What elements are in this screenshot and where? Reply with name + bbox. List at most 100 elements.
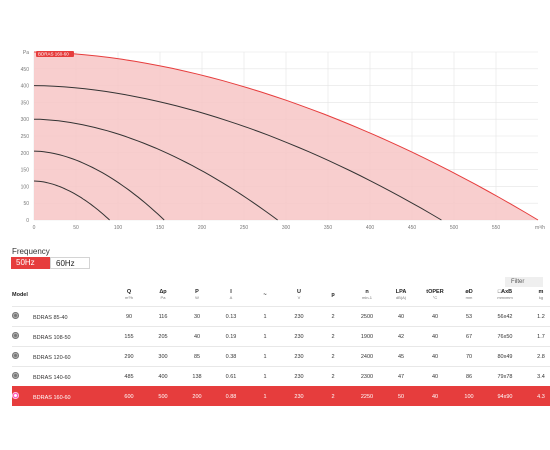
- x-tick-label: 450: [408, 225, 417, 231]
- fan-icon: [12, 392, 19, 399]
- table-cell: 42: [384, 326, 418, 347]
- series-line: [33, 180, 110, 221]
- table-cell: 30: [180, 306, 214, 327]
- column-header-9: LPA dB(A): [384, 284, 418, 307]
- x-axis-label: m³/h: [535, 225, 545, 231]
- table-cell: 2250: [350, 386, 384, 406]
- column-name: □AxB: [497, 289, 513, 295]
- table-row[interactable]: BDRAS 120-60 290 300 85 0.38 1 230 2 2400 45 40 70 8…: [12, 346, 550, 367]
- table-cell: 230: [282, 366, 316, 387]
- y-tick-label: 300: [21, 117, 30, 123]
- table-cell: 1900: [350, 326, 384, 347]
- table-cell: 2500: [350, 306, 384, 327]
- column-name: P: [195, 289, 199, 295]
- table-cell: 40: [418, 386, 452, 406]
- column-name: ~: [263, 292, 267, 298]
- column-header-8: n min-1: [350, 284, 384, 307]
- fan-icon: [12, 352, 19, 359]
- x-tick-label: 0: [33, 225, 36, 231]
- table-cell: 1: [248, 306, 282, 327]
- table-cell: 4.3: [524, 386, 550, 406]
- table-cell: 40: [418, 346, 452, 367]
- table-row[interactable]: BDRAS 108-50 155 205 40 0.19 1 230 2 1900 42 40 67 7…: [12, 326, 550, 347]
- column-header-11: øD mm: [452, 284, 486, 307]
- fan-icon: [12, 332, 19, 339]
- model-name: BDRAS 140-60: [33, 375, 71, 381]
- column-header-10: tOPER °C: [418, 284, 452, 307]
- series-line: [33, 150, 165, 221]
- table-cell: 76x50: [486, 326, 524, 347]
- series-line: [33, 85, 442, 221]
- table-cell: 1: [248, 326, 282, 347]
- column-unit: min-1: [361, 295, 372, 300]
- x-tick-label: 550: [492, 225, 501, 231]
- table-cell: 0.19: [214, 326, 248, 347]
- table-cell: 40: [418, 326, 452, 347]
- table-cell: 90: [112, 306, 146, 327]
- table-cell: 2: [316, 306, 350, 327]
- column-unit: dB(A): [395, 295, 407, 300]
- table-row[interactable]: BDRAS 160-60 600 500 200 0.88 1 230 2 2250 50 40 10…: [12, 386, 550, 406]
- x-tick-label: 200: [198, 225, 207, 231]
- table-cell: 80x49: [486, 346, 524, 367]
- table-cell: 40: [384, 306, 418, 327]
- table-cell: 500: [146, 386, 180, 406]
- table-cell: 230: [282, 346, 316, 367]
- x-tick-label: 50: [73, 225, 79, 231]
- column-name: I: [230, 289, 232, 295]
- model-cell: BDRAS 120-60: [12, 346, 112, 367]
- table-cell: 300: [146, 346, 180, 367]
- table-cell: 230: [282, 386, 316, 406]
- y-tick-label: 400: [21, 84, 30, 90]
- table-cell: 290: [112, 346, 146, 367]
- table-cell: 485: [112, 366, 146, 387]
- y-tick-label: 200: [21, 151, 30, 157]
- column-header-5: ~: [248, 284, 282, 307]
- table-cell: 2.8: [524, 346, 550, 367]
- y-tick-label: 450: [21, 67, 30, 73]
- table-cell: 40: [418, 366, 452, 387]
- column-name: LPA: [395, 289, 407, 295]
- frequency-tabs: 50Hz 60Hz: [11, 257, 90, 269]
- y-tick-label: 150: [21, 168, 30, 174]
- model-cell: BDRAS 85-40: [12, 306, 112, 327]
- table-cell: 230: [282, 326, 316, 347]
- column-header-12: □AxB mmxmm: [486, 284, 524, 307]
- column-unit: W: [195, 295, 199, 300]
- column-name: Model: [12, 292, 28, 298]
- table-cell: 1: [248, 346, 282, 367]
- table-cell: 1.2: [524, 306, 550, 327]
- column-unit: mm: [465, 295, 473, 300]
- table-row[interactable]: BDRAS 140-60 485 400 138 0.61 1 230 2 2300 47 40 86…: [12, 366, 550, 387]
- x-tick-label: 250: [240, 225, 249, 231]
- column-name: øD: [465, 289, 473, 295]
- y-tick-label: 50: [23, 201, 29, 207]
- table-cell: 47: [384, 366, 418, 387]
- model-name: BDRAS 85-40: [33, 315, 68, 321]
- filter-button[interactable]: Filter: [505, 277, 543, 287]
- model-name: BDRAS 160-60: [33, 395, 71, 401]
- model-name: BDRAS 120-60: [33, 355, 71, 361]
- series-tag-label: BDRAS 160-60: [38, 52, 69, 57]
- table-cell: 2300: [350, 366, 384, 387]
- table-row[interactable]: BDRAS 85-40 90 116 30 0.13 1 230 2 2500 40 40 53 56x…: [12, 306, 550, 327]
- table-cell: 2400: [350, 346, 384, 367]
- column-header-2: Δp Pa: [146, 284, 180, 307]
- model-cell: BDRAS 108-50: [12, 326, 112, 347]
- fan-icon: [12, 312, 19, 319]
- tab-50hz[interactable]: 50Hz: [11, 257, 50, 269]
- model-name: BDRAS 108-50: [33, 335, 71, 341]
- column-unit: A: [229, 295, 233, 300]
- tab-60hz[interactable]: 60Hz: [50, 257, 90, 269]
- performance-area: [34, 52, 538, 220]
- model-cell: BDRAS 160-60: [12, 386, 112, 406]
- y-tick-label: 350: [21, 100, 30, 106]
- table-cell: 155: [112, 326, 146, 347]
- column-unit: mmxmm: [497, 295, 513, 300]
- series-tag: [36, 51, 74, 57]
- table-cell: 200: [180, 386, 214, 406]
